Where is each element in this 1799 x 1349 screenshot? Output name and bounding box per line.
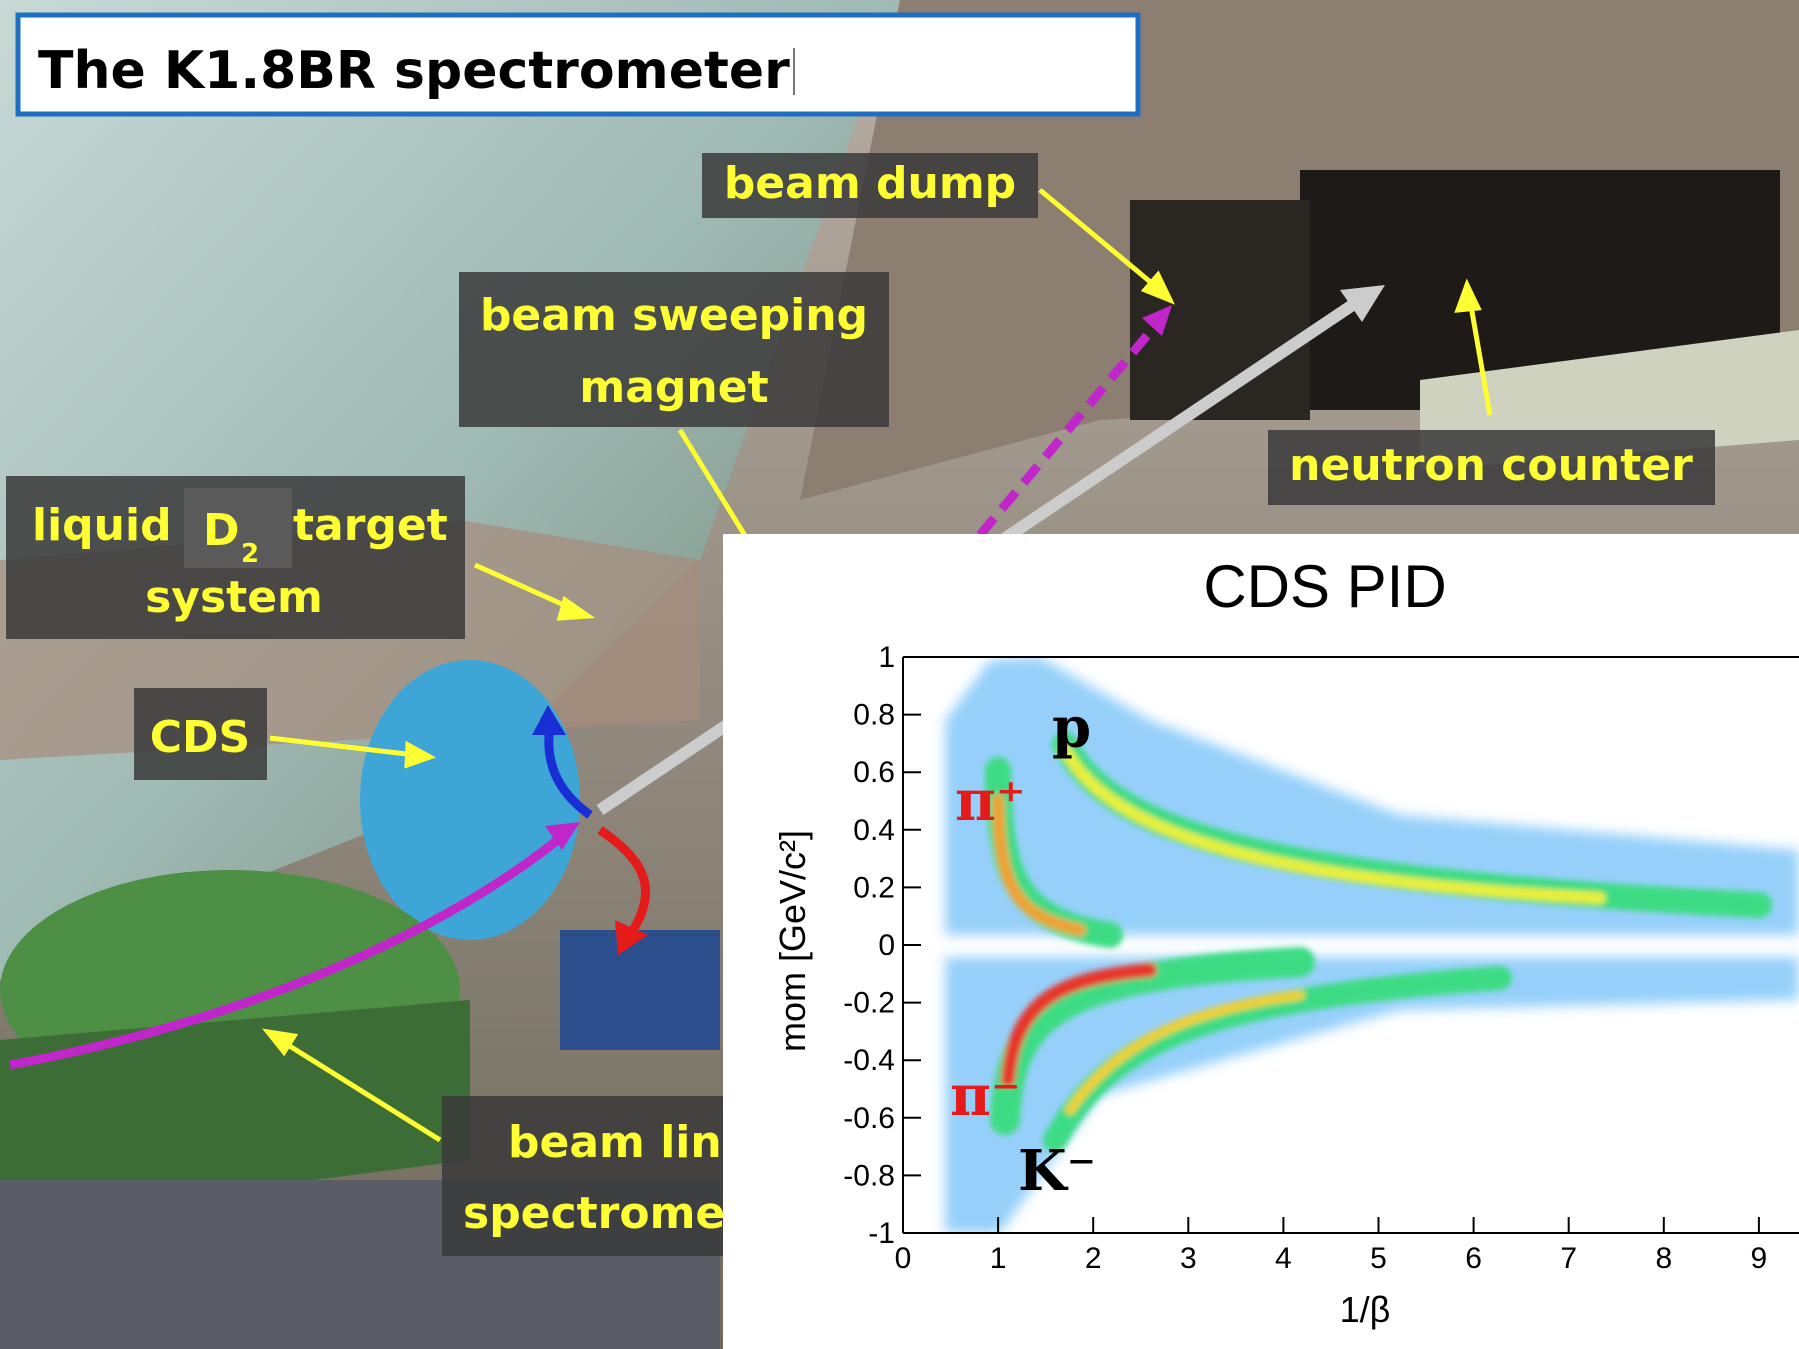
label: D (203, 505, 240, 556)
x-tick-label: 6 (1465, 1242, 1482, 1275)
label-box (1268, 430, 1715, 505)
label: system (145, 572, 323, 623)
annotation: K⁻ (1018, 1138, 1096, 1204)
density-clouds (945, 657, 1799, 1233)
x-tick-label: 7 (1560, 1242, 1577, 1275)
label-box (442, 1096, 742, 1256)
y-tick-label: 0 (878, 929, 895, 962)
label: CDS (150, 712, 251, 763)
y-tick-label: -0.4 (843, 1044, 895, 1077)
y-tick-label: -0.2 (843, 987, 895, 1020)
label: beam dump (724, 158, 1016, 209)
annotation: π⁻ (950, 1063, 1021, 1129)
y-tick-label: 0.4 (853, 814, 895, 847)
title-box (15, 12, 1141, 117)
label: target (293, 500, 448, 551)
photo-labels: beam dump beam sweeping magnet neutron c… (6, 153, 1715, 1256)
x-tick-label: 8 (1655, 1242, 1672, 1275)
y-tick-label: 0.6 (853, 756, 895, 789)
label: liquid (32, 500, 172, 551)
x-tick-label: 5 (1370, 1242, 1387, 1275)
annotation: p (1052, 695, 1091, 761)
label: magnet (579, 362, 768, 413)
annotation: π⁺ (955, 768, 1026, 834)
y-tick-label: 0.8 (853, 699, 895, 732)
x-tick-label: 0 (895, 1242, 912, 1275)
y-tick-label: -0.6 (843, 1102, 895, 1135)
label: neutron counter (1289, 440, 1693, 491)
label-box (184, 488, 292, 568)
label: beam sweeping (480, 290, 868, 341)
label: 2 (241, 539, 259, 569)
x-axis-label: 1/β (1340, 1289, 1391, 1330)
chart-title: CDS PID (1203, 553, 1446, 620)
x-tick-label: 9 (1751, 1242, 1768, 1275)
y-axis-label: mom [GeV/c²] (772, 830, 813, 1052)
x-tick-label: 2 (1085, 1242, 1102, 1275)
y-tick-label: 0.2 (853, 871, 895, 904)
y-tick-label: -0.8 (843, 1159, 895, 1192)
x-tick-label: 1 (990, 1242, 1007, 1275)
label-box (702, 153, 1038, 218)
y-tick-label: -1 (868, 1217, 895, 1250)
label-box (134, 688, 267, 780)
slide-title: The K1.8BR spectrometer (38, 41, 790, 101)
label-box (459, 272, 889, 427)
pointers (262, 188, 1493, 1143)
x-tick-label: 4 (1275, 1242, 1292, 1275)
x-tick-label: 3 (1180, 1242, 1197, 1275)
label: beam line (508, 1117, 752, 1168)
y-tick-label: 1 (878, 641, 895, 674)
